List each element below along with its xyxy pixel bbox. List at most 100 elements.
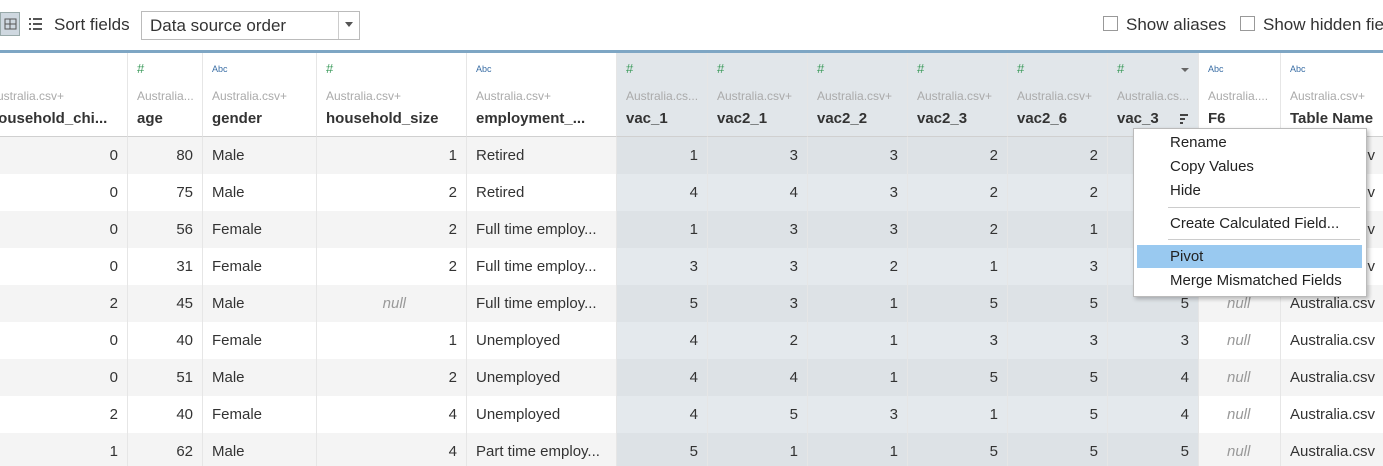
table-cell: 2: [317, 359, 467, 396]
cell-text: 62: [176, 443, 193, 460]
menu-item[interactable]: Pivot: [1170, 248, 1204, 265]
type-icon: #: [626, 61, 634, 76]
cell-text: 56: [176, 221, 193, 238]
column-header[interactable]: Abc Australia.... F6: [1199, 53, 1281, 137]
cell-text: Female: [212, 406, 263, 423]
cell-text: 2: [109, 406, 118, 423]
cell-text: Male: [212, 443, 245, 460]
menu-item[interactable]: Rename: [1170, 134, 1227, 151]
column-header[interactable]: # Australia.cs... vac_3: [1108, 53, 1199, 137]
table-cell: 4: [708, 359, 808, 396]
cell-text: Unemployed: [476, 332, 561, 349]
table-cell: 5: [1108, 433, 1199, 466]
cell-text: 5: [989, 443, 998, 460]
sort-label: Sort fields: [54, 15, 130, 34]
table-cell: null: [1199, 359, 1281, 396]
cell-text: Male: [212, 147, 245, 164]
cell-text: 2: [789, 332, 798, 349]
field-name: gender: [212, 110, 263, 127]
table-cell: 51: [128, 359, 203, 396]
cell-text: 3: [889, 184, 898, 201]
table-cell: 2: [1008, 174, 1108, 211]
cell-text: 5: [989, 369, 998, 386]
cell-text: 5: [689, 443, 698, 460]
cell-text: 4: [1180, 369, 1189, 386]
column-header[interactable]: # Australia... age: [128, 53, 203, 137]
column-header[interactable]: # Australia.csv+ vac2_6: [1008, 53, 1108, 137]
cell-text: 1: [689, 221, 698, 238]
checkbox[interactable]: [1240, 16, 1255, 31]
list-view-button[interactable]: [28, 16, 44, 32]
sort-dropdown[interactable]: Data source order: [141, 11, 360, 40]
table-cell: 3: [708, 285, 808, 322]
column-header[interactable]: #Australia.csv+household_chi...: [0, 53, 128, 137]
table-cell: 1: [808, 433, 908, 466]
column-header[interactable]: Abc Australia.csv+ Table Name: [1281, 53, 1383, 137]
cell-text: 3: [789, 221, 798, 238]
column-header[interactable]: Abc Australia.csv+ employment_...: [467, 53, 617, 137]
field-name: vac2_2: [817, 110, 868, 127]
table-cell: 1: [0, 433, 128, 466]
cell-text: 1: [889, 295, 898, 312]
table-cell: 3: [808, 211, 908, 248]
table-cell: 3: [1108, 322, 1199, 359]
cell-text: 5: [989, 295, 998, 312]
table-cell: Male: [203, 137, 317, 174]
cell-text: 3: [889, 147, 898, 164]
column-header[interactable]: # Australia.csv+ vac2_2: [808, 53, 908, 137]
cell-text: Female: [212, 258, 263, 275]
checkbox[interactable]: [1103, 16, 1118, 31]
cell-text: 4: [789, 369, 798, 386]
type-icon: Abc: [212, 64, 228, 74]
menu-item[interactable]: Hide: [1170, 182, 1201, 199]
cell-text: null: [1227, 332, 1251, 349]
sort-value: Data source order: [150, 16, 287, 35]
cell-text: Male: [212, 184, 245, 201]
grid-view-button[interactable]: [0, 12, 20, 36]
source-name: Australia.cs...: [626, 89, 699, 103]
table-cell: 56: [128, 211, 203, 248]
type-icon: #: [717, 61, 725, 76]
column-header[interactable]: # Australia.csv+ vac2_1: [708, 53, 808, 137]
table-cell: Unemployed: [467, 396, 617, 433]
table-cell: 1: [808, 322, 908, 359]
menu-item[interactable]: Copy Values: [1170, 158, 1254, 175]
cell-text: 1: [689, 147, 698, 164]
column-header[interactable]: # Australia.csv+ household_size: [317, 53, 467, 137]
checkbox-label[interactable]: Show aliases: [1126, 15, 1227, 34]
cell-text: Australia.csv: [1290, 443, 1376, 460]
table-cell: 2: [908, 211, 1008, 248]
table-cell: 0: [0, 322, 128, 359]
table-cell: 4: [317, 433, 467, 466]
column-header[interactable]: # Australia.cs... vac_1: [617, 53, 708, 137]
cell-text: 4: [789, 184, 798, 201]
table-cell: 1: [708, 433, 808, 466]
type-icon: #: [917, 61, 925, 76]
field-name: Table Name: [1290, 110, 1374, 127]
table-cell: 1: [908, 396, 1008, 433]
field-name: F6: [1208, 110, 1226, 127]
column-header[interactable]: Abc Australia.csv+ gender: [203, 53, 317, 137]
cell-text: 2: [1089, 184, 1098, 201]
table-cell: 3: [708, 137, 808, 174]
cell-text: Male: [212, 295, 245, 312]
table-cell: Female: [203, 322, 317, 359]
context-menu: Rename Copy Values Hide Create Calculated F…: [1133, 128, 1367, 297]
cell-text: Australia.csv: [1290, 295, 1376, 312]
header-icons[interactable]: [1128, 53, 1198, 133]
table-cell: 5: [1008, 433, 1108, 466]
table-cell: 1: [617, 211, 708, 248]
table-cell: Unemployed: [467, 359, 617, 396]
table-cell: 2: [0, 396, 128, 433]
menu-item[interactable]: Merge Mismatched Fields: [1170, 272, 1342, 289]
field-name: household_size: [326, 110, 439, 127]
checkbox-label[interactable]: Show hidden fields: [1263, 15, 1383, 34]
menu-item[interactable]: Create Calculated Field...: [1170, 215, 1340, 232]
cell-text: Australia.csv: [1290, 369, 1376, 386]
column-header[interactable]: # Australia.csv+ vac2_3: [908, 53, 1008, 137]
field-name: age: [137, 110, 163, 127]
table-cell: Male: [203, 174, 317, 211]
cell-text: 2: [989, 221, 998, 238]
table-cell: null: [1199, 322, 1281, 359]
